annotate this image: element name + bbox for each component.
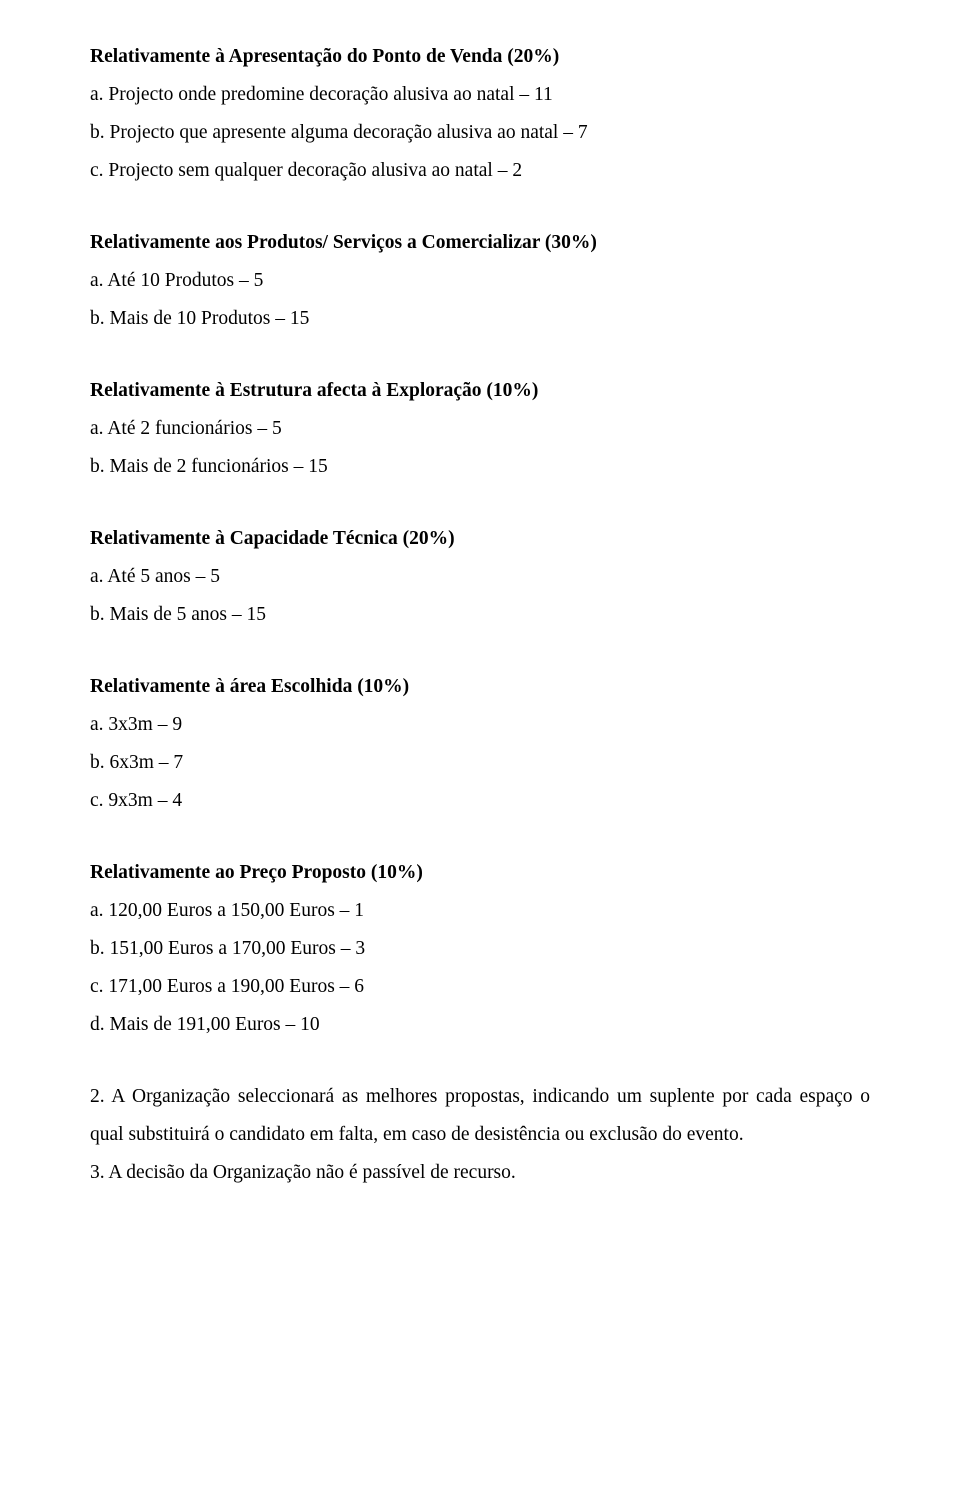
section-title: Relativamente à Apresentação do Ponto de…	[90, 38, 870, 76]
list-item: a. Até 10 Produtos – 5	[90, 262, 870, 300]
list-item: a. 120,00 Euros a 150,00 Euros – 1	[90, 892, 870, 930]
document-page: Relativamente à Apresentação do Ponto de…	[0, 0, 960, 1492]
section-title: Relativamente aos Produtos/ Serviços a C…	[90, 224, 870, 262]
section-title: Relativamente ao Preço Proposto (10%)	[90, 854, 870, 892]
section-produtos-servicos: Relativamente aos Produtos/ Serviços a C…	[90, 224, 870, 338]
list-item: a. 3x3m – 9	[90, 706, 870, 744]
list-item: b. Mais de 10 Produtos – 15	[90, 300, 870, 338]
list-item: c. 9x3m – 4	[90, 782, 870, 820]
list-item: c. 171,00 Euros a 190,00 Euros – 6	[90, 968, 870, 1006]
section-preco-proposto: Relativamente ao Preço Proposto (10%) a.…	[90, 854, 870, 1044]
paragraph-2: 2. A Organização seleccionará as melhore…	[90, 1078, 870, 1154]
list-item: a. Até 2 funcionários – 5	[90, 410, 870, 448]
list-item: a. Projecto onde predomine decoração alu…	[90, 76, 870, 114]
list-item: a. Até 5 anos – 5	[90, 558, 870, 596]
list-item: b. 151,00 Euros a 170,00 Euros – 3	[90, 930, 870, 968]
section-title: Relativamente à área Escolhida (10%)	[90, 668, 870, 706]
section-title: Relativamente à Estrutura afecta à Explo…	[90, 372, 870, 410]
list-item: b. Mais de 5 anos – 15	[90, 596, 870, 634]
section-title: Relativamente à Capacidade Técnica (20%)	[90, 520, 870, 558]
list-item: b. Projecto que apresente alguma decoraç…	[90, 114, 870, 152]
list-item: b. Mais de 2 funcionários – 15	[90, 448, 870, 486]
section-capacidade-tecnica: Relativamente à Capacidade Técnica (20%)…	[90, 520, 870, 634]
paragraph-3: 3. A decisão da Organização não é passív…	[90, 1154, 870, 1192]
list-item: d. Mais de 191,00 Euros – 10	[90, 1006, 870, 1044]
list-item: c. Projecto sem qualquer decoração alusi…	[90, 152, 870, 190]
section-area-escolhida: Relativamente à área Escolhida (10%) a. …	[90, 668, 870, 820]
section-ponto-venda: Relativamente à Apresentação do Ponto de…	[90, 38, 870, 190]
list-item: b. 6x3m – 7	[90, 744, 870, 782]
section-estrutura: Relativamente à Estrutura afecta à Explo…	[90, 372, 870, 486]
